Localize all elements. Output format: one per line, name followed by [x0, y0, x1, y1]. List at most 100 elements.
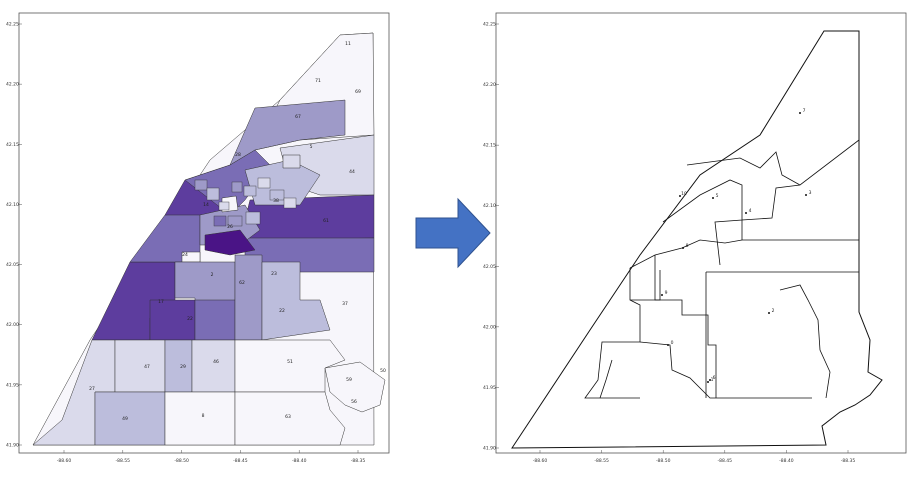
right-map-point-label: 3: [809, 190, 812, 196]
left-region-label: 8: [202, 413, 205, 419]
y-tick-label: 42.05: [483, 264, 496, 270]
left-region-label: 28: [235, 152, 241, 158]
y-tick-label: 42.05: [6, 262, 19, 268]
left-map-regions: [32, 32, 386, 446]
left-region-label: 22: [279, 308, 285, 314]
left-small-region-1: [206, 187, 220, 201]
y-tick-label: 42.00: [483, 324, 496, 330]
y-tick-label: 41.90: [6, 443, 19, 449]
right-map-point-label: 10: [681, 191, 687, 197]
left-region-22: [114, 339, 166, 393]
right-map-point-label: 5: [716, 193, 719, 199]
left-small-region-10: [245, 211, 261, 225]
x-tick-label: -88.45: [233, 458, 248, 464]
left-region-18: [194, 299, 236, 341]
right-map-y-axis: 42.25 42.20 42.15 42.10 42.05 42.00 41.95 41.90: [483, 22, 499, 452]
right-map-point-label: 7: [803, 108, 806, 114]
left-region-label: 71: [315, 78, 321, 84]
x-tick-label: -88.45: [718, 458, 733, 464]
transform-arrow-icon: [415, 197, 491, 269]
left-region-label: 61: [323, 218, 329, 224]
y-tick-label: 42.20: [6, 82, 19, 88]
left-map-region-labels: 11 71 69 67 5 44 27 47 29 46 51 59 56 50 49 8 63 23 22 37 28…: [89, 41, 386, 422]
left-small-region-0: [194, 179, 208, 191]
right-map-point-marker: [667, 344, 669, 346]
right-map-point-marker: [661, 294, 663, 296]
left-small-region-8: [213, 215, 227, 227]
left-map-x-axis: -88.60 -88.55 -88.50 -88.45 -88.40 -88.35: [57, 450, 365, 464]
x-tick-label: -88.60: [57, 458, 72, 464]
left-region-28: [234, 391, 346, 446]
left-map-panel: 11 71 69 67 5 44 27 47 29 46 51 59 56 50 49 8 63 23 22 37 28…: [6, 12, 390, 464]
right-map-boundary-line-5: [639, 341, 812, 399]
right-map-boundary-line-10: [630, 270, 661, 301]
right-map-point-marker: [745, 212, 747, 214]
left-region-label: 69: [355, 89, 361, 95]
right-map-boundaries: [511, 30, 883, 449]
right-map-point-marker: [712, 197, 714, 199]
left-small-region-7: [283, 197, 297, 209]
left-region-29: [324, 361, 386, 413]
right-map-boundary-line-9: [779, 284, 831, 399]
left-region-label: 63: [285, 414, 291, 420]
right-map-point-label: 1: [711, 377, 714, 383]
left-region-label: 47: [144, 364, 150, 370]
left-region-12: [244, 159, 321, 206]
left-region-label: 38: [273, 198, 279, 204]
left-region-label: 46: [213, 359, 219, 365]
left-region-13: [282, 154, 301, 169]
left-region-label: 49: [122, 416, 128, 422]
left-region-label: 50: [380, 368, 386, 374]
right-map-points: 7 3 2 4 5 8 9 10 0 1 6: [661, 108, 812, 383]
right-map-point-label: 0: [671, 340, 674, 346]
y-tick-label: 42.25: [483, 22, 496, 28]
right-map-point-marker: [709, 379, 711, 381]
y-tick-label: 42.25: [6, 22, 19, 28]
left-region-label: 51: [287, 359, 293, 365]
y-tick-label: 42.10: [6, 202, 19, 208]
y-tick-label: 42.20: [483, 82, 496, 88]
right-map-x-axis: -88.60 -88.55 -88.50 -88.45 -88.40 -88.35: [533, 450, 856, 464]
left-region-label: 24: [182, 252, 188, 258]
left-region-label: 37: [342, 301, 348, 307]
left-region-label: 29: [180, 364, 186, 370]
right-map-point-label: 2: [772, 308, 775, 314]
left-small-region-6: [269, 189, 285, 201]
left-region-label: 27: [89, 386, 95, 392]
left-map-y-axis: 42.25 42.20 42.15 42.10 42.05 42.00 41.95 41.90: [6, 22, 22, 449]
right-map-point-label: 6: [713, 375, 716, 381]
left-region-label: 23: [271, 271, 277, 277]
left-region-19: [234, 254, 263, 341]
left-region-label: 44: [349, 169, 355, 175]
x-tick-label: -88.60: [533, 458, 548, 464]
right-map-point-marker: [679, 195, 681, 197]
left-region-label: 67: [295, 114, 301, 120]
left-small-region-4: [243, 185, 257, 197]
left-region-label: 17: [158, 299, 164, 305]
right-map-boundary-line-3: [629, 239, 743, 269]
left-region-label: 59: [346, 377, 352, 383]
left-small-region-3: [231, 181, 243, 193]
x-tick-label: -88.50: [656, 458, 671, 464]
left-region-label: 26: [227, 224, 233, 230]
left-region-label: 14: [203, 202, 209, 208]
left-region-label: 11: [345, 41, 351, 47]
right-map-point-marker: [799, 112, 801, 114]
y-tick-label: 42.15: [483, 143, 496, 149]
right-map-outer-boundary: [511, 30, 883, 449]
left-small-region-9: [227, 215, 243, 227]
right-map-point-label: 9: [665, 290, 668, 296]
x-tick-label: -88.40: [779, 458, 794, 464]
x-tick-label: -88.35: [841, 458, 856, 464]
left-region-label: 22: [187, 316, 193, 322]
right-map-frame: [495, 12, 907, 454]
left-region-label: 5: [310, 144, 313, 150]
left-region-label: 56: [351, 399, 357, 405]
y-tick-label: 42.10: [483, 203, 496, 209]
right-map-point-label: 8: [686, 243, 689, 249]
right-map-boundary-line-11: [599, 359, 613, 399]
x-tick-label: -88.55: [594, 458, 609, 464]
right-map-point-marker: [682, 247, 684, 249]
